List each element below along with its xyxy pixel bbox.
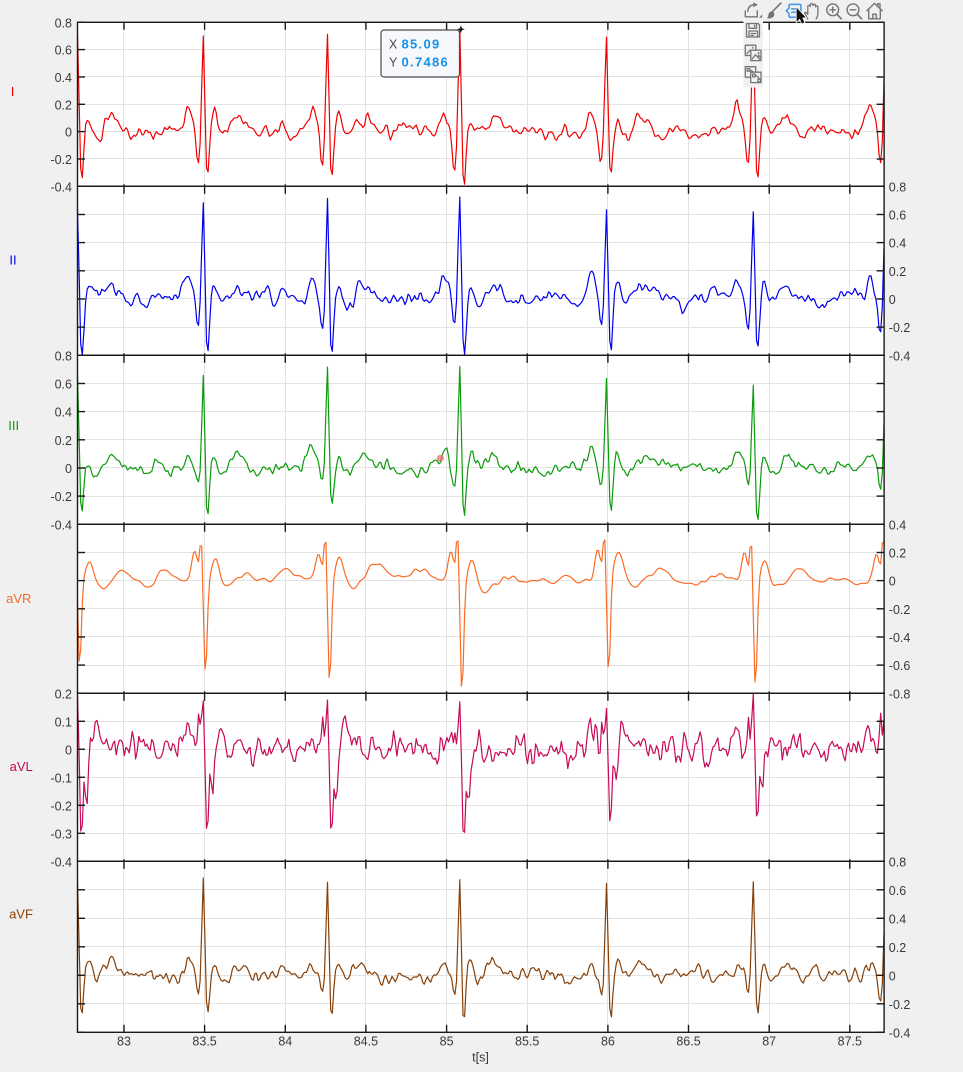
- svg-text:0.6: 0.6: [889, 884, 906, 898]
- svg-text:0.8: 0.8: [889, 180, 906, 194]
- svg-text:0.1: 0.1: [55, 715, 72, 729]
- svg-text:-0.2: -0.2: [889, 321, 911, 335]
- svg-text:86: 86: [601, 1035, 615, 1049]
- svg-text:0.8: 0.8: [55, 16, 72, 30]
- svg-text:0.6: 0.6: [55, 378, 72, 392]
- svg-text:0: 0: [65, 743, 72, 757]
- svg-text:III: III: [8, 418, 19, 433]
- svg-text:-0.3: -0.3: [50, 827, 72, 841]
- svg-text:0: 0: [65, 462, 72, 476]
- svg-text:t[s]: t[s]: [472, 1051, 489, 1065]
- svg-text:aVF: aVF: [9, 907, 33, 922]
- svg-text:0.6: 0.6: [889, 209, 906, 223]
- svg-text:0: 0: [889, 969, 896, 983]
- svg-text:0.6: 0.6: [55, 44, 72, 58]
- svg-text:84.5: 84.5: [354, 1035, 378, 1049]
- svg-text:aVL: aVL: [10, 759, 33, 774]
- svg-text:0.2: 0.2: [55, 687, 72, 701]
- svg-text:0: 0: [65, 126, 72, 140]
- svg-text:-0.2: -0.2: [50, 799, 72, 813]
- svg-text:-0.4: -0.4: [50, 855, 72, 869]
- svg-text:0.2: 0.2: [889, 265, 906, 279]
- svg-text:-0.4: -0.4: [889, 349, 911, 363]
- svg-text:85.09: 85.09: [402, 37, 441, 52]
- svg-text:-0.4: -0.4: [889, 631, 911, 645]
- svg-text:X: X: [389, 38, 398, 52]
- svg-text:-0.8: -0.8: [889, 687, 911, 701]
- svg-text:I: I: [11, 84, 15, 99]
- svg-text:-0.2: -0.2: [50, 153, 72, 167]
- svg-text:85.5: 85.5: [515, 1035, 539, 1049]
- svg-text:86.5: 86.5: [676, 1035, 700, 1049]
- svg-text:0.7486: 0.7486: [402, 55, 450, 70]
- svg-text:0.2: 0.2: [55, 434, 72, 448]
- svg-text:II: II: [9, 253, 16, 268]
- svg-text:0: 0: [889, 293, 896, 307]
- svg-text:-0.6: -0.6: [889, 659, 911, 673]
- svg-text:aVR: aVR: [6, 591, 31, 606]
- svg-text:0.2: 0.2: [889, 547, 906, 561]
- svg-text:0: 0: [889, 575, 896, 589]
- svg-text:-0.1: -0.1: [50, 771, 72, 785]
- svg-text:-0.4: -0.4: [50, 180, 72, 194]
- svg-text:0.2: 0.2: [889, 941, 906, 955]
- svg-text:87: 87: [762, 1035, 776, 1049]
- svg-text:84: 84: [278, 1035, 292, 1049]
- svg-text:0.4: 0.4: [889, 518, 906, 532]
- svg-text:0.4: 0.4: [55, 406, 72, 420]
- svg-text:0.8: 0.8: [55, 349, 72, 363]
- svg-text:-0.2: -0.2: [50, 490, 72, 504]
- svg-text:0.4: 0.4: [889, 912, 906, 926]
- svg-text:83: 83: [117, 1035, 131, 1049]
- svg-text:-0.2: -0.2: [889, 998, 911, 1012]
- svg-text:0.4: 0.4: [889, 237, 906, 251]
- svg-text:Y: Y: [389, 56, 398, 70]
- svg-text:-0.2: -0.2: [889, 603, 911, 617]
- svg-text:85: 85: [440, 1035, 454, 1049]
- svg-text:83.5: 83.5: [192, 1035, 216, 1049]
- svg-text:-0.4: -0.4: [50, 518, 72, 532]
- svg-text:0.8: 0.8: [889, 855, 906, 869]
- svg-text:0.2: 0.2: [55, 98, 72, 112]
- svg-text:87.5: 87.5: [838, 1035, 862, 1049]
- svg-text:-0.4: -0.4: [889, 1026, 911, 1040]
- svg-text:0.4: 0.4: [55, 71, 72, 85]
